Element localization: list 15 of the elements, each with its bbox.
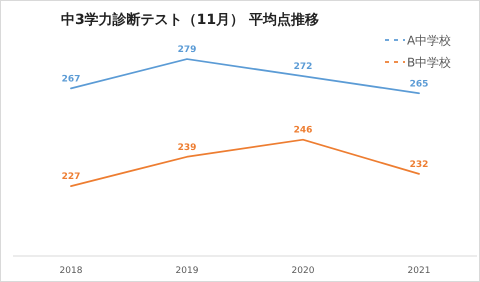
data-label: 227 bbox=[62, 172, 80, 182]
x-tick-label: 2020 bbox=[292, 266, 315, 276]
x-tick-label: 2018 bbox=[60, 266, 83, 276]
chart-title: 中3学力診断テスト（11月） 平均点推移 bbox=[60, 11, 320, 28]
data-label: 232 bbox=[410, 160, 428, 170]
data-label: 272 bbox=[294, 62, 312, 72]
data-label: 265 bbox=[410, 79, 428, 90]
x-tick-label: 2019 bbox=[176, 266, 199, 276]
x-tick-label: 2021 bbox=[408, 266, 430, 276]
data-label: 239 bbox=[178, 142, 196, 153]
legend-label: B中学校 bbox=[407, 56, 452, 70]
data-label: 267 bbox=[62, 74, 80, 84]
data-label: 279 bbox=[178, 45, 196, 56]
data-label: 246 bbox=[294, 126, 312, 136]
legend-label: A中学校 bbox=[407, 34, 452, 48]
